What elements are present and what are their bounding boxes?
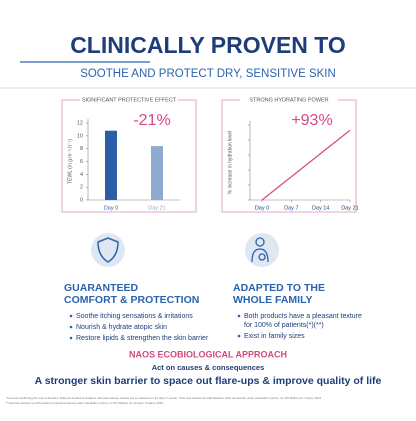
bullet: Soothe itching sensations & irritations bbox=[76, 313, 193, 320]
chart-frame bbox=[61, 99, 197, 213]
x-tick-label: Day 21 bbox=[148, 205, 165, 211]
chart-title: SIGNIFICANT PROTECTIVE EFFECT bbox=[82, 97, 177, 103]
bullet: for 100% of patients(*)(**) bbox=[244, 322, 324, 329]
chart-frame bbox=[221, 99, 357, 213]
annotation: +93% bbox=[291, 112, 332, 129]
title-bg bbox=[80, 96, 178, 104]
y-tick-label: 6 bbox=[80, 159, 83, 165]
y-tick-label: 0 bbox=[80, 197, 83, 203]
bullet: Exist in family sizes bbox=[244, 333, 305, 340]
family-icon bbox=[255, 237, 265, 247]
y-tick-label: 10 bbox=[77, 133, 83, 139]
subtitle: SOOTHE AND PROTECT DRY, SENSITIVE SKIN bbox=[80, 68, 336, 80]
chart-title: STRONG HYDRATING POWER bbox=[249, 97, 328, 103]
bullet: Both products have a pleasant texture bbox=[244, 313, 362, 320]
heading: WHOLE FAMILY bbox=[233, 294, 313, 306]
bullet: Nourish & hydrate atopic skin bbox=[76, 324, 167, 331]
footer-line: Act on causes & consequences bbox=[152, 363, 265, 372]
bullet: Restore lipids & strengthen the skin bar… bbox=[76, 335, 209, 342]
x-tick-label: Day 0 bbox=[104, 205, 118, 211]
y-tick-label: 4 bbox=[80, 172, 83, 178]
annotation: -21% bbox=[133, 112, 170, 129]
y-tick-label: 2 bbox=[80, 185, 83, 191]
bar bbox=[151, 146, 163, 200]
title-bg bbox=[240, 96, 338, 104]
heading: ADAPTED TO THE bbox=[233, 282, 325, 294]
bullet-dots bbox=[69, 314, 241, 340]
icon bbox=[245, 233, 279, 267]
kicker: NAOS ECOBIOLOGICAL APPROACH bbox=[129, 349, 287, 359]
x-tick-label: Day 21 bbox=[341, 205, 358, 211]
heading: GUARANTEED bbox=[64, 282, 139, 294]
heading: COMFORT & PROTECTION bbox=[64, 294, 199, 306]
footnote: **Use test carried out with Atoderm Inte… bbox=[6, 401, 164, 405]
shield-icon bbox=[97, 237, 119, 263]
y-tick-label: 12 bbox=[77, 120, 83, 126]
line bbox=[261, 129, 351, 201]
bar bbox=[105, 130, 117, 200]
y-label: % increase in hydration level bbox=[227, 131, 233, 195]
x-tick-label: Day 14 bbox=[312, 205, 329, 211]
footnote: *Use test confirming the use of Atoderm … bbox=[6, 396, 322, 400]
x-tick-label: Day 7 bbox=[284, 205, 298, 211]
family-icon bbox=[251, 248, 269, 263]
y-label: TEWL (in g.m⁻².h⁻¹) bbox=[67, 139, 73, 184]
x-tick-label: Day 0 bbox=[255, 205, 269, 211]
y-tick-label: 8 bbox=[80, 146, 83, 152]
claim: A stronger skin barrier to space out fla… bbox=[35, 375, 382, 387]
title: CLINICALLY PROVEN TO bbox=[70, 32, 346, 58]
